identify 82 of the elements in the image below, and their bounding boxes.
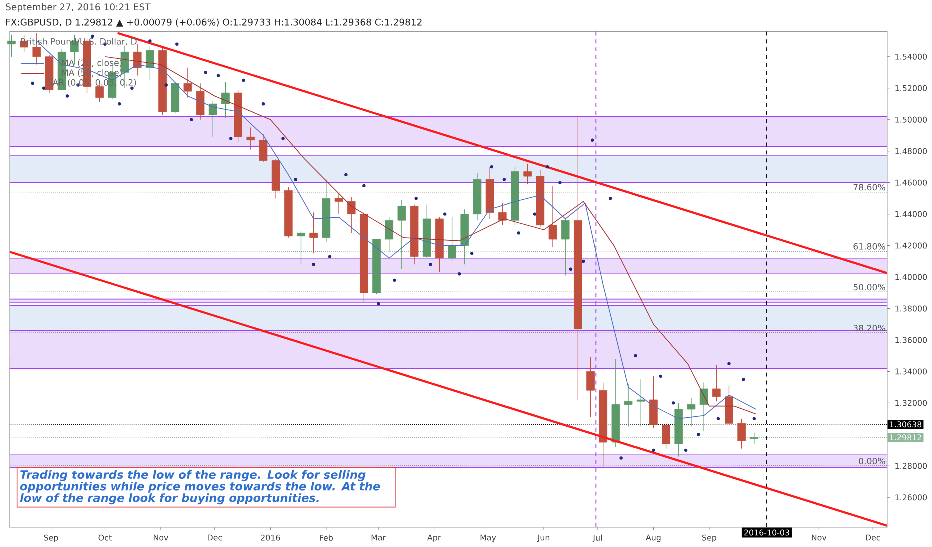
point bbox=[672, 402, 676, 405]
point bbox=[164, 84, 168, 87]
point bbox=[569, 268, 573, 272]
candlestick bbox=[700, 382, 708, 432]
candlestick bbox=[636, 379, 646, 428]
candlestick bbox=[222, 82, 230, 119]
candlestick bbox=[498, 203, 507, 226]
point bbox=[230, 137, 233, 140]
point bbox=[294, 178, 298, 182]
point bbox=[429, 263, 432, 266]
point bbox=[684, 448, 688, 452]
annotation: 38.20% bbox=[854, 325, 886, 332]
candlestick bbox=[524, 164, 532, 185]
annotation: Trading towards the low of the range. Look for selling opportunities while price moves towards the low. At the low of the range look for buying opportunities. bbox=[20, 470, 380, 505]
point bbox=[458, 272, 462, 276]
point bbox=[204, 71, 208, 74]
candlestick bbox=[624, 384, 633, 428]
candlestick bbox=[750, 433, 759, 445]
point bbox=[344, 173, 348, 177]
point bbox=[148, 40, 152, 43]
candlestick bbox=[8, 34, 16, 58]
chart-title: FX:GBPUSD, D 1.29812 ▲ +0.00079 (+0.06%) O:1.29733 H:1.30084 L:1.29368 C:1.29812 bbox=[6, 18, 422, 27]
candlestick bbox=[586, 357, 595, 418]
point bbox=[697, 433, 700, 436]
candlestick bbox=[259, 134, 268, 163]
candlestick bbox=[133, 44, 142, 76]
point bbox=[312, 263, 316, 266]
candlestick bbox=[448, 217, 456, 262]
point bbox=[546, 166, 550, 169]
point bbox=[176, 42, 179, 46]
candlestick bbox=[548, 186, 558, 248]
point bbox=[393, 278, 396, 282]
candlestick bbox=[738, 418, 746, 450]
point bbox=[42, 86, 46, 90]
point bbox=[742, 378, 746, 382]
annotation: 78.60% bbox=[854, 184, 886, 191]
point bbox=[634, 354, 638, 358]
point bbox=[362, 184, 366, 188]
point bbox=[590, 138, 594, 142]
point bbox=[502, 178, 506, 182]
chart-subtitle: September 27, 2016 10:21 EST bbox=[6, 4, 151, 12]
point bbox=[242, 78, 246, 82]
point bbox=[620, 456, 623, 460]
point bbox=[533, 212, 537, 216]
candlestick bbox=[310, 212, 318, 254]
candlestick bbox=[146, 47, 154, 81]
point bbox=[716, 417, 720, 421]
annotation: 61.80% bbox=[854, 243, 886, 250]
point bbox=[470, 252, 474, 256]
point bbox=[728, 362, 731, 366]
point bbox=[608, 197, 612, 200]
point bbox=[118, 102, 122, 106]
candlestick bbox=[662, 423, 670, 450]
candlestick bbox=[687, 398, 696, 428]
point bbox=[216, 74, 220, 78]
point bbox=[376, 302, 380, 306]
point bbox=[582, 260, 586, 264]
point bbox=[558, 181, 562, 184]
candlestick bbox=[184, 68, 192, 98]
point bbox=[262, 102, 266, 106]
point bbox=[190, 118, 194, 122]
point bbox=[282, 137, 285, 140]
candlestick bbox=[297, 231, 306, 266]
candlestick bbox=[196, 83, 205, 120]
candlestick bbox=[398, 200, 406, 270]
annotation: 50.00% bbox=[854, 284, 886, 291]
annotation: 0.00% bbox=[859, 458, 886, 465]
point bbox=[752, 417, 756, 421]
candlestick bbox=[385, 217, 394, 252]
candlestick bbox=[334, 194, 344, 215]
candlestick bbox=[208, 100, 218, 138]
point bbox=[652, 448, 656, 452]
point bbox=[490, 166, 494, 169]
point bbox=[517, 232, 520, 235]
candlestick bbox=[347, 196, 356, 234]
point bbox=[444, 212, 447, 216]
point bbox=[66, 94, 70, 98]
candlestick bbox=[712, 365, 721, 402]
candlestick bbox=[246, 127, 256, 150]
point bbox=[414, 197, 418, 200]
point bbox=[328, 255, 332, 258]
point bbox=[659, 374, 662, 378]
